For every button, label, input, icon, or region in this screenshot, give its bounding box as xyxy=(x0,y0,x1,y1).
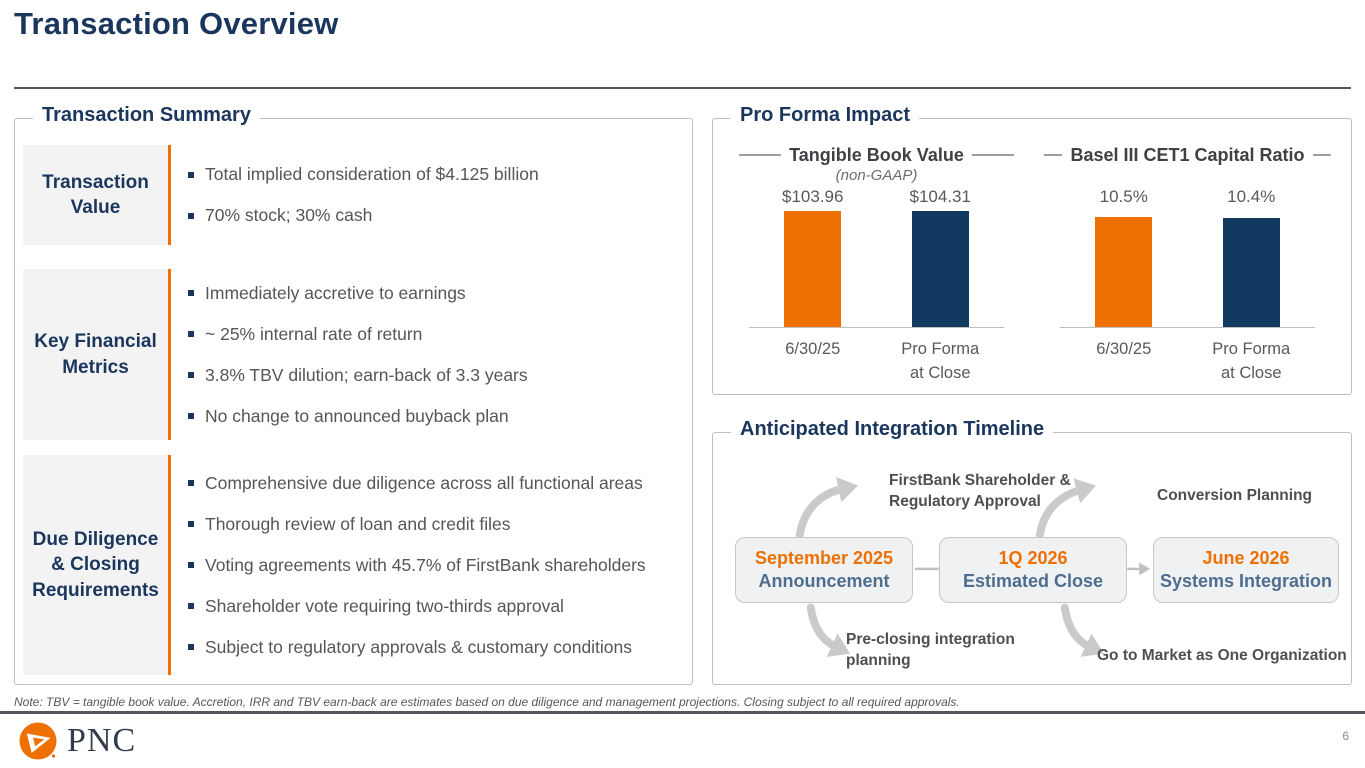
bullet-square-icon xyxy=(188,644,194,650)
x-axis-label: Pro Forma at Close xyxy=(1212,340,1291,382)
summary-row-transaction-value: Transaction Value Total implied consider… xyxy=(23,145,686,245)
bullet-square-icon xyxy=(188,290,194,296)
integration-timeline-heading: Anticipated Integration Timeline xyxy=(731,418,1054,441)
bullet-square-icon xyxy=(188,331,194,337)
title-rule-left xyxy=(1044,154,1063,156)
milestone-estimated-close: 1Q 2026 Estimated Close xyxy=(939,537,1127,603)
pro-forma-impact-panel: Pro Forma Impact Tangible Book Value (no… xyxy=(712,104,1352,395)
bullet-item: 3.8% TBV dilution; earn-back of 3.3 year… xyxy=(188,365,686,386)
milestone-announcement: September 2025 Announcement xyxy=(735,537,913,603)
curved-arrow-up-icon xyxy=(1035,478,1096,539)
bullet-square-icon xyxy=(188,480,194,486)
bar-value-label: 10.4% xyxy=(1227,187,1276,206)
bullet-item: Immediately accretive to earnings xyxy=(188,283,686,304)
summary-row-key-financial-metrics: Key Financial Metrics Immediately accret… xyxy=(23,269,686,440)
bar-value-label: $103.96 xyxy=(782,187,844,206)
curved-arrow-down-icon xyxy=(806,603,851,657)
curved-arrow-down-icon xyxy=(1060,603,1105,657)
summary-row-due-diligence: Due Diligence & Closing Requirements Com… xyxy=(23,455,686,675)
chart-title-row: Tangible Book Value xyxy=(725,143,1028,167)
milestone-date: 1Q 2026 xyxy=(998,547,1068,568)
row-label: Due Diligence & Closing Requirements xyxy=(23,455,171,675)
bullet-list: Comprehensive due diligence across all f… xyxy=(171,455,686,675)
pnc-logo: PNC xyxy=(18,721,136,761)
milestone-label: Estimated Close xyxy=(962,571,1104,591)
bullet-item: Comprehensive due diligence across all f… xyxy=(188,473,686,494)
footer-divider xyxy=(0,711,1365,714)
x-axis-label: Pro Forma at Close xyxy=(901,340,980,382)
bullet-square-icon xyxy=(188,413,194,419)
bullet-square-icon xyxy=(188,171,194,178)
callout-conversion-planning: Conversion Planning xyxy=(1157,487,1313,504)
chart-title: Tangible Book Value xyxy=(789,144,964,165)
transaction-summary-heading: Transaction Summary xyxy=(33,104,260,127)
milestone-date: June 2026 xyxy=(1202,547,1290,568)
bullet-square-icon xyxy=(188,562,194,568)
bullet-square-icon xyxy=(188,212,194,219)
chart-bar xyxy=(784,211,842,327)
bullet-item: Voting agreements with 45.7% of FirstBan… xyxy=(188,555,686,576)
tangible-book-value-chart: Tangible Book Value (non-GAAP) $103.96 $… xyxy=(725,143,1028,394)
row-label: Key Financial Metrics xyxy=(23,269,171,440)
chart-bar xyxy=(911,211,969,327)
callout-go-to-market: Go to Market as One Organization xyxy=(1097,647,1347,664)
bullet-item: Subject to regulatory approvals & custom… xyxy=(188,637,686,658)
bullet-item: Thorough review of loan and credit files xyxy=(188,514,686,535)
footnote: Note: TBV = tangible book value. Accreti… xyxy=(14,695,960,709)
bullet-square-icon xyxy=(188,603,194,609)
milestone-label: Systems Integration xyxy=(1159,571,1333,591)
bullet-item: No change to announced buyback plan xyxy=(188,406,686,427)
row-label: Transaction Value xyxy=(23,145,171,245)
milestone-label: Announcement xyxy=(758,571,890,591)
bullet-item: Total implied consideration of $4.125 bi… xyxy=(188,164,686,185)
callout-preclosing-integration-planning: Pre-closing integration planning xyxy=(846,631,1015,669)
pro-forma-impact-heading: Pro Forma Impact xyxy=(731,104,920,127)
pnc-logo-text: PNC xyxy=(67,722,137,759)
cet1-capital-ratio-chart: Basel III CET1 Capital Ratio 10.5% 10.4%… xyxy=(1036,143,1339,394)
timeline-connector-arrow-icon xyxy=(1139,562,1151,576)
bullet-item: Shareholder vote requiring two-thirds ap… xyxy=(188,596,686,617)
bullet-list: Total implied consideration of $4.125 bi… xyxy=(171,145,686,245)
bullet-square-icon xyxy=(188,372,194,378)
milestone-date: September 2025 xyxy=(754,547,894,568)
milestone-systems-integration: June 2026 Systems Integration xyxy=(1153,537,1339,603)
chart-title-row: Basel III CET1 Capital Ratio xyxy=(1036,143,1339,167)
title-rule-left xyxy=(739,154,782,156)
transaction-summary-panel: Transaction Summary Transaction Value To… xyxy=(14,104,693,685)
callout-shareholder-regulatory-approval: FirstBank Shareholder & Regulatory Appro… xyxy=(889,472,1071,510)
bullet-square-icon xyxy=(188,521,194,527)
bullet-item: 70% stock; 30% cash xyxy=(188,205,686,226)
bar-value-label: $104.31 xyxy=(909,187,971,206)
title-rule-right xyxy=(971,154,1014,156)
bar-value-label: 10.5% xyxy=(1099,187,1148,206)
x-axis-label: 6/30/25 xyxy=(1096,340,1152,358)
timeline-arrows-graphic xyxy=(795,476,1151,657)
chart-plot-area xyxy=(749,211,1004,328)
chart-plot-area xyxy=(1060,211,1315,328)
chart-title: Basel III CET1 Capital Ratio xyxy=(1070,144,1305,165)
pnc-logo-mark-icon xyxy=(19,722,57,760)
chart-bar xyxy=(1095,216,1153,327)
bullet-item: ~ 25% internal rate of return xyxy=(188,324,686,345)
bullet-list: Immediately accretive to earnings ~ 25% i… xyxy=(171,269,686,440)
page-title: Transaction Overview xyxy=(14,6,339,41)
chart-bar xyxy=(1222,217,1280,327)
chart-subtitle xyxy=(1036,167,1339,187)
x-axis-label: 6/30/25 xyxy=(785,340,841,358)
title-divider xyxy=(14,87,1351,89)
curved-arrow-up-icon xyxy=(795,476,859,539)
title-rule-right xyxy=(1312,154,1331,156)
page-number: 6 xyxy=(1342,729,1349,743)
integration-timeline-panel: Anticipated Integration Timeline FirstBa… xyxy=(712,418,1352,685)
chart-subtitle: (non-GAAP) xyxy=(835,167,918,184)
